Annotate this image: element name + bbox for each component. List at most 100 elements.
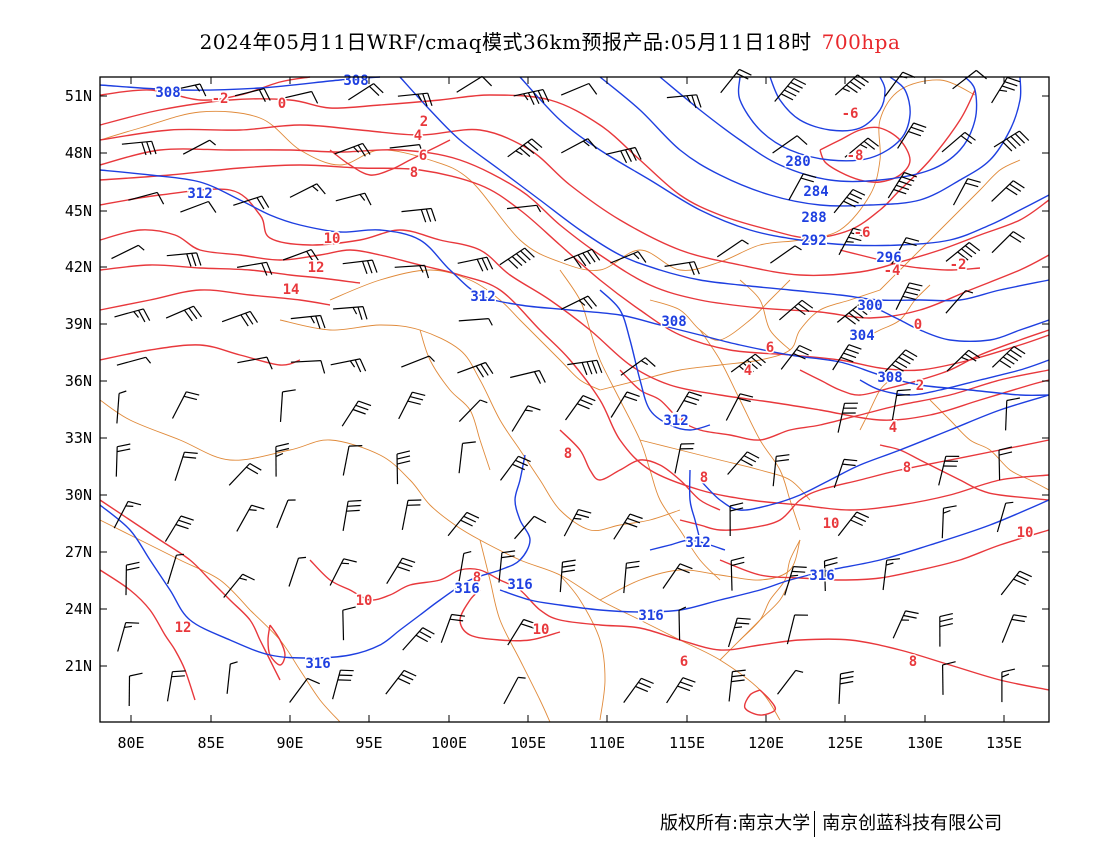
wind-barb	[623, 560, 640, 594]
footer: 版权所有:南京大学 南京创蓝科技有限公司	[660, 809, 1002, 837]
temperature-contour	[679, 439, 1050, 531]
boundary-line	[559, 269, 721, 581]
wind-barb	[727, 451, 760, 475]
temperature-label: 14	[283, 282, 300, 298]
boundary-line	[639, 439, 811, 501]
temperature-contour	[99, 124, 1050, 277]
wind-barb	[289, 183, 326, 198]
wind-barb	[166, 252, 202, 267]
wind-barb	[730, 353, 766, 376]
wind-barb	[942, 661, 956, 695]
map-frame	[99, 76, 1050, 723]
temperature-contour	[99, 188, 1050, 421]
temperature-contour	[309, 559, 1050, 691]
lon-label: 80E	[117, 734, 144, 752]
temperature-contour	[719, 529, 1050, 581]
wind-barb	[164, 515, 194, 542]
height-label: 304	[849, 328, 874, 344]
wind-barb	[674, 443, 695, 474]
wind-barb	[838, 227, 867, 256]
wind-barb	[729, 502, 744, 537]
wind-barb	[945, 290, 974, 314]
wind-barb	[335, 192, 372, 206]
wind-barb	[882, 558, 900, 591]
wind-barb	[394, 264, 430, 279]
lon-label: 130E	[907, 734, 943, 752]
temperature-label: 0	[914, 317, 922, 333]
wind-barb	[770, 245, 802, 264]
temperature-contour	[99, 499, 281, 681]
wind-barb	[330, 358, 367, 373]
wind-barb	[833, 458, 858, 488]
wind-barb	[342, 499, 362, 531]
wind-barb	[401, 355, 435, 368]
wind-barb	[998, 446, 1013, 481]
wind-barb	[282, 249, 320, 263]
chart-title: 2024年05月11日WRF/cmaq模式36km预报产品:05月11日18时 7…	[0, 26, 1100, 55]
wind-barb	[447, 511, 480, 537]
height-contour	[649, 539, 726, 551]
height-contour	[737, 76, 911, 162]
wind-barb	[125, 561, 140, 596]
wind-barb	[341, 400, 372, 427]
temperature-label: -6	[854, 225, 871, 241]
wind-barbs	[111, 68, 1032, 707]
boundary-line	[739, 539, 801, 641]
wind-barb	[114, 308, 151, 323]
wind-barb	[165, 305, 202, 322]
title-level: 700hpa	[821, 30, 901, 54]
height-contour	[519, 76, 1050, 247]
lat-label: 36N	[65, 372, 92, 390]
wind-barb	[844, 137, 879, 158]
boundary-line	[929, 399, 1050, 491]
temperature-label: 10	[1017, 525, 1034, 541]
wind-barb	[226, 661, 238, 694]
lat-label: 51N	[65, 87, 92, 105]
wind-barb	[623, 677, 654, 703]
height-label: 308	[155, 85, 180, 101]
temperature-label: 6	[766, 340, 774, 356]
wind-barb	[511, 405, 541, 432]
temperature-contour	[99, 148, 1050, 319]
temperature-contour	[799, 329, 1050, 396]
wind-barb	[728, 669, 746, 702]
lon-label: 90E	[276, 734, 303, 752]
wind-barb	[115, 443, 131, 477]
longitude-axis: 80E 85E 90E 95E 100E 105E 110E 115E 120E 125E 130E…	[117, 77, 1022, 752]
temperature-label: 4	[414, 128, 422, 144]
wind-barb	[891, 237, 920, 265]
wind-barb	[174, 451, 198, 481]
temperature-contour	[819, 126, 911, 183]
height-label: 308	[877, 370, 902, 386]
wind-barb	[121, 140, 157, 156]
lat-label: 42N	[65, 258, 92, 276]
height-label: 308	[343, 73, 368, 89]
lat-label: 48N	[65, 144, 92, 162]
wind-barb	[236, 261, 273, 276]
wind-barb	[288, 556, 307, 587]
temperature-label: 2	[916, 378, 924, 394]
wind-barb	[664, 261, 700, 276]
wind-barb	[941, 505, 957, 539]
temperature-label: 8	[564, 446, 572, 462]
wind-barb	[167, 553, 185, 585]
wind-barb	[290, 314, 326, 329]
wind-barb	[720, 68, 752, 94]
wind-barb	[1000, 570, 1032, 596]
wind-barb	[401, 207, 437, 223]
wind-barb	[348, 83, 384, 101]
temperature-label: 4	[744, 363, 752, 379]
wind-barb	[458, 399, 488, 423]
wind-barb	[513, 89, 550, 106]
temperature-label: 6	[680, 654, 688, 670]
boundary-line	[99, 519, 251, 611]
wind-barb	[113, 500, 142, 529]
wind-barb	[170, 83, 207, 97]
wind-barb	[228, 462, 262, 486]
company-name: 南京创蓝科技有限公司	[822, 813, 1003, 834]
wind-barb	[507, 138, 543, 158]
wind-barb	[401, 499, 422, 531]
wind-barb	[458, 551, 472, 584]
boundary-line	[559, 574, 606, 721]
wind-barb	[780, 344, 812, 370]
